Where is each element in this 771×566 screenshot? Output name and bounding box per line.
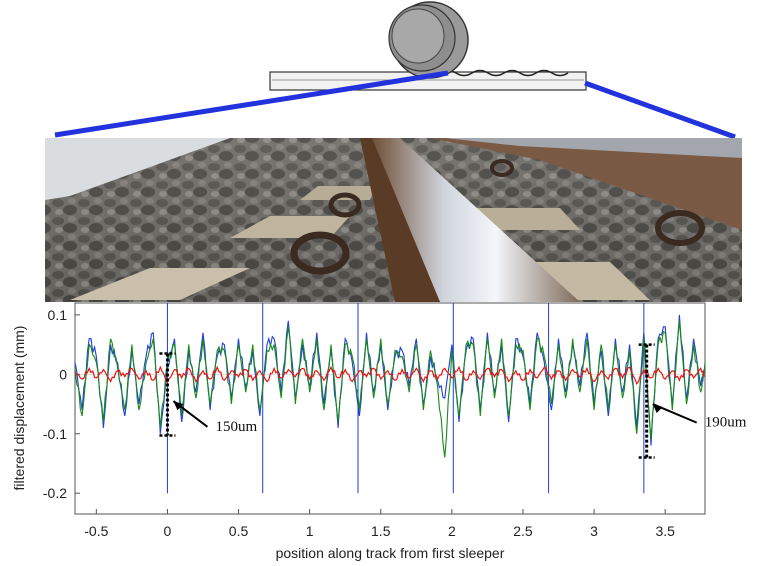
plot-frame xyxy=(74,302,706,515)
y-axis-label: filtered displacement (mm) xyxy=(11,326,27,491)
wheel-hub xyxy=(391,8,445,64)
x-tick-label-7: 3 xyxy=(590,523,598,539)
photo-rail-web xyxy=(360,138,440,302)
series-layer xyxy=(74,314,706,458)
photo-clip-4 xyxy=(490,159,514,177)
photo-clip-2 xyxy=(328,192,362,218)
y-axis-ticks: 0.1 0 -0.1 -0.2 xyxy=(43,307,80,501)
x-axis-label: position along track from first sleeper xyxy=(276,545,505,561)
x-tick-label-6: 2.5 xyxy=(513,523,533,539)
photo-sleeper-1 xyxy=(70,268,250,300)
annotation-layer: 150um 190um xyxy=(159,343,747,459)
photo-clip-1 xyxy=(290,231,350,275)
y-tick-label-1: 0 xyxy=(59,366,67,382)
x-tick-label-1: 0 xyxy=(164,523,172,539)
annotation-label-1: 190um xyxy=(705,415,747,431)
x-tick-label-8: 3.5 xyxy=(655,523,675,539)
rail-corrugation xyxy=(439,69,569,77)
series-line-2 xyxy=(74,365,706,386)
y-tick-label-0: 0.1 xyxy=(48,307,68,323)
photo-platform xyxy=(45,138,230,200)
series-line-0 xyxy=(74,314,706,446)
x-tick-label-3: 1 xyxy=(306,523,314,539)
annotation-arrowhead-1 xyxy=(652,404,663,414)
photo-right-rail xyxy=(430,138,742,230)
series-line-1 xyxy=(74,320,706,458)
photo-right-rail-top xyxy=(445,138,742,158)
zoom-line-right xyxy=(584,80,736,140)
annotation-label-0: 150um xyxy=(215,419,257,435)
x-tick-label-5: 2 xyxy=(448,523,456,539)
photo-clip-3 xyxy=(655,210,705,246)
x-tick-label-0: -0.5 xyxy=(84,523,108,539)
track-photo xyxy=(45,138,742,302)
zoom-line-left xyxy=(54,70,449,138)
annotation-arrowhead-0 xyxy=(173,401,184,411)
y-tick-label-3: -0.2 xyxy=(43,485,67,501)
wheel-rail-schematic xyxy=(269,1,587,91)
photo-sleeper-5 xyxy=(470,208,580,230)
y-tick-label-2: -0.1 xyxy=(43,426,67,442)
plot-area: 150um 190um -0.5 0 0.5 1 1.5 2 2.5 3 3.5 0.1 0 -0.1… xyxy=(11,302,747,561)
x-tick-label-4: 1.5 xyxy=(371,523,391,539)
x-axis-ticks: -0.5 0 0.5 1 1.5 2 2.5 3 3.5 xyxy=(84,509,675,539)
x-tick-label-2: 0.5 xyxy=(229,523,249,539)
